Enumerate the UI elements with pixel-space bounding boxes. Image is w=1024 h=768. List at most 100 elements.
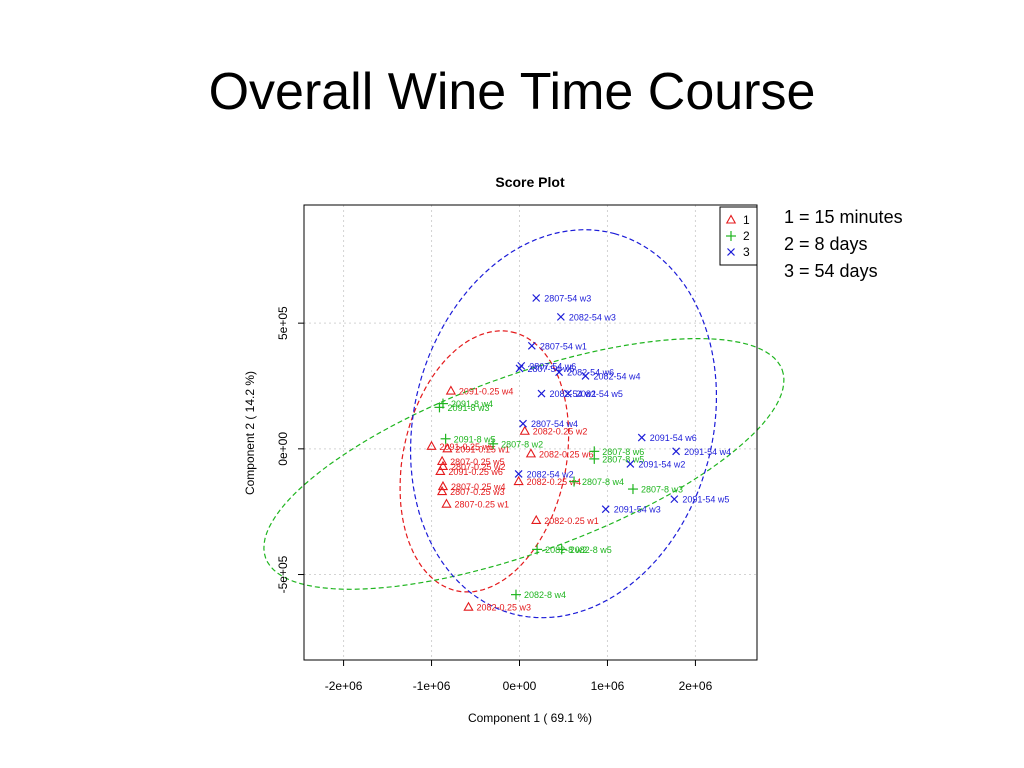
point-series-2 (434, 402, 445, 413)
point-label: 2091-0.25 w4 (459, 387, 514, 397)
point-label: 2807-8 w3 (641, 485, 683, 495)
point-label: 2082-54 w3 (569, 312, 616, 322)
point-series-3 (670, 495, 679, 504)
point-label: 2091-54 w2 (638, 459, 685, 469)
point-series-1 (442, 443, 453, 453)
plot-frame (303, 204, 758, 661)
point-series-1 (426, 440, 437, 450)
point-series-2 (440, 433, 451, 444)
point-series-2 (627, 484, 638, 495)
point-label: 2082-54 w4 (593, 371, 640, 381)
x-tick-label: 2e+06 (679, 679, 713, 693)
point-label: 2807-8 w2 (501, 439, 543, 449)
note-group-2: 2 = 8 days (784, 234, 868, 254)
point-series-2 (488, 438, 499, 449)
point-series-1 (435, 465, 446, 476)
legend-label-2: 2 (743, 229, 750, 243)
point-label: 2807-0.25 w3 (450, 487, 505, 497)
point-label: 2082-8 w2 (545, 545, 587, 555)
chart-title: Score Plot (495, 174, 565, 190)
point-series-3 (537, 389, 546, 398)
ellipse-series-1 (399, 330, 570, 593)
point-series-3 (527, 341, 536, 350)
legend-notes: 1 = 15 minutes 2 = 8 days 3 = 54 days (784, 204, 903, 285)
point-label: 2807-0.25 w4 (451, 482, 506, 492)
point-label: 2807-54 w5 (528, 364, 575, 374)
x-tick-label: -1e+06 (413, 679, 451, 693)
point-series-3 (514, 470, 523, 478)
legend-box (719, 206, 758, 266)
point-label: 2082-54 w2 (527, 469, 574, 479)
point-series-3 (519, 419, 527, 428)
y-tick-label: -5e+05 (276, 555, 290, 593)
point-series-1 (445, 385, 457, 395)
point-label: 2091-0.25 w5 (440, 442, 495, 452)
point-label: 2082-8 w5 (570, 545, 612, 555)
point-label: 2807-54 w4 (531, 419, 578, 429)
note-group-1: 1 = 15 minutes (784, 207, 903, 227)
legend-marker-3 (727, 248, 735, 256)
x-tick-label: -2e+06 (325, 679, 363, 693)
slide-title: Overall Wine Time Course (208, 63, 816, 121)
point-series-3 (555, 368, 564, 377)
point-series-3 (601, 505, 610, 514)
point-series-3 (556, 312, 565, 321)
point-series-3 (581, 372, 590, 380)
chart-legend: 1 2 3 (719, 206, 758, 266)
legend-label-3: 3 (743, 245, 750, 259)
note-group-3: 3 = 54 days (784, 261, 878, 281)
point-label: 2082-54 w6 (567, 368, 614, 378)
legend-label-1: 1 (743, 213, 750, 227)
point-series-1 (513, 475, 524, 486)
point-label: 2082-54 w1 (549, 389, 596, 399)
point-label: 2807-54 w6 (529, 361, 576, 371)
point-label: 2082-54 w5 (576, 389, 623, 399)
point-series-2 (510, 589, 521, 600)
point-series-3 (637, 433, 646, 442)
point-label: 2091-8 w3 (447, 403, 489, 413)
point-label: 2807-0.25 w1 (454, 500, 509, 510)
point-label: 2807-8 w5 (602, 454, 644, 464)
point-label: 2091-0.25 w6 (448, 467, 503, 477)
point-series-3 (515, 364, 524, 373)
point-series-1 (519, 425, 530, 435)
point-series-1 (436, 485, 448, 496)
point-series-2 (532, 544, 543, 555)
point-series-2 (589, 453, 600, 464)
point-label: 2091-0.25 w1 (455, 444, 510, 454)
point-series-3 (532, 294, 541, 302)
x-tick-label: 0e+00 (503, 679, 537, 693)
point-label: 2807-8 w6 (602, 447, 644, 457)
y-axis-label: Component 2 ( 14.2 %) (243, 371, 257, 495)
point-label: 2091-54 w5 (682, 495, 729, 505)
point-series-3 (672, 447, 681, 456)
x-axis-label: Component 1 ( 69.1 %) (468, 711, 592, 725)
point-series-1 (463, 601, 474, 611)
point-label: 2807-0.25 w2 (451, 462, 506, 472)
point-label: 2082-0.25 w1 (544, 516, 599, 526)
point-label: 2082-0.25 w4 (527, 477, 582, 487)
grid-lines (304, 205, 757, 660)
point-label: 2082-8 w4 (524, 590, 566, 600)
point-label: 2091-54 w4 (684, 447, 731, 457)
point-label: 2807-54 w1 (540, 341, 587, 351)
point-label: 2082-0.25 w3 (476, 603, 531, 613)
point-series-1 (437, 460, 449, 470)
point-label: 2091-8 w5 (454, 434, 496, 444)
point-label: 2091-54 w3 (614, 505, 661, 515)
point-series-1 (531, 514, 542, 525)
point-series-1 (441, 498, 452, 508)
point-series-2 (556, 544, 567, 555)
x-tick-label: 1e+06 (591, 679, 625, 693)
point-label: 2807-0.25 w5 (450, 457, 505, 467)
point-label: 2082-0.25 w2 (533, 427, 588, 437)
point-label: 2091-54 w6 (650, 433, 697, 443)
point-label: 2082-0.25 w6 (539, 449, 594, 459)
confidence-ellipses (263, 229, 785, 619)
point-label: 2807-8 w4 (582, 477, 624, 487)
ellipse-series-2 (263, 337, 785, 590)
legend-marker-1 (725, 214, 737, 224)
point-series-3 (563, 389, 572, 398)
